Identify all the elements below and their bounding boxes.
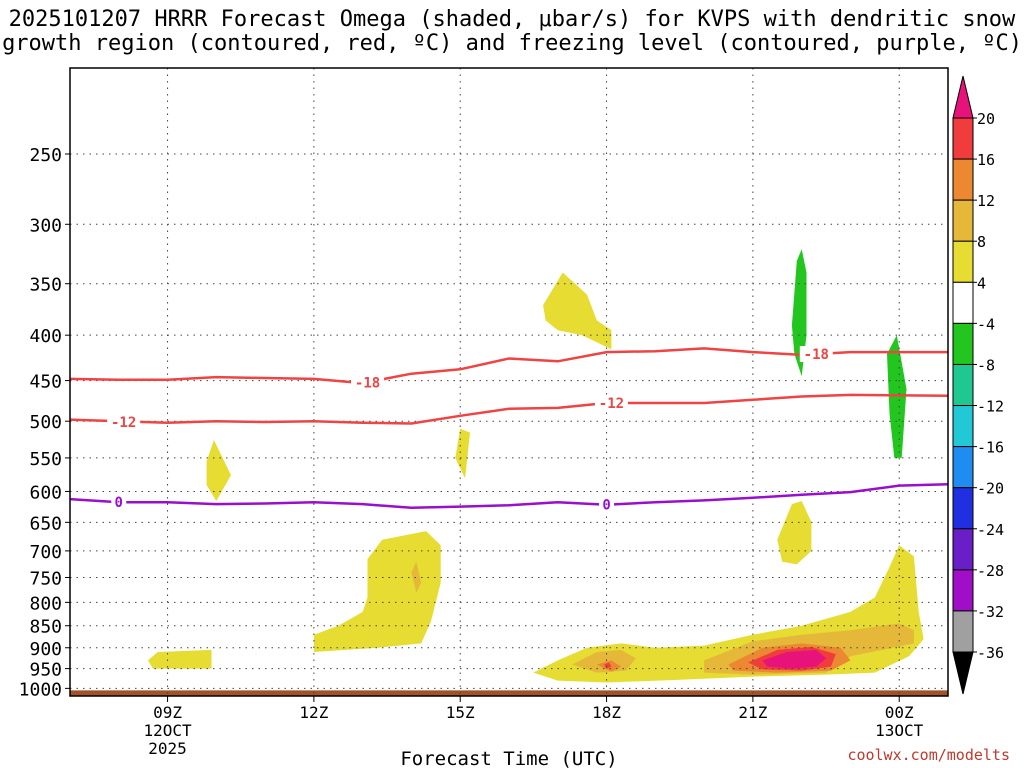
omega-region-ascent-yellow-b (206, 440, 231, 501)
colorbar-label: -24 (977, 521, 1004, 539)
contour-label-bg (599, 496, 615, 513)
omega-region-ascent-yellow-d (455, 428, 470, 479)
ground-bar (70, 690, 948, 696)
x-tick-label: 13OCT (875, 721, 924, 740)
colorbar-label: -20 (977, 480, 1004, 498)
contour-line-dendritic (70, 347, 948, 385)
colorbar-label: 12 (977, 192, 995, 210)
colorbar-label: -8 (977, 356, 995, 374)
omega-region-ascent-tiny-core (604, 662, 612, 669)
contour-label-bg (594, 395, 628, 412)
x-tick-label: 2025 (148, 739, 187, 758)
colorbar-swatch (952, 610, 974, 653)
y-tick-label: 550 (29, 449, 62, 470)
omega-region-updraft-upper-left-core (791, 249, 807, 377)
contour-label: -12 (599, 396, 624, 412)
omega-region-updraft-upper-left (752, 189, 831, 440)
contour-label-bg (107, 413, 141, 430)
y-tick-label: 750 (29, 568, 62, 589)
y-tick-label: 650 (29, 513, 62, 534)
y-tick-label: 450 (29, 372, 62, 393)
contour-line-freezing (70, 483, 948, 510)
y-tick-label: 250 (29, 145, 62, 166)
colorbar-swatch (952, 487, 974, 530)
omega-region-ascent-yellow-a (148, 649, 212, 669)
credit-text: coolwx.com/modelts (847, 746, 1010, 764)
contour-label-bg (111, 494, 127, 511)
x-tick-label: 21Z (738, 703, 767, 722)
y-tick-label: 400 (29, 326, 62, 347)
colorbar-label: 20 (977, 110, 995, 128)
y-tick-label: 900 (29, 639, 62, 660)
contours: -18 -18 -12 -12 0 0 (70, 345, 948, 514)
y-tick-label: 800 (29, 593, 62, 614)
colorbar-swatch (952, 199, 974, 242)
colorbar-arrow-top (952, 75, 974, 119)
omega-region-ascent-yellow-f (777, 501, 812, 565)
y-tick-label: 500 (29, 412, 62, 433)
omega-region-updraft-lower (448, 592, 475, 661)
colorbar-swatch (952, 528, 974, 571)
contour-label: -18 (355, 375, 380, 391)
y-tick-label: 600 (29, 482, 62, 503)
y-tick-label: 950 (29, 660, 62, 681)
y-tick-label: 300 (29, 215, 62, 236)
x-tick-label: 09Z (153, 703, 182, 722)
contour-line-dendritic (70, 393, 948, 425)
x-tick-label: 15Z (446, 703, 475, 722)
colorbar-label: 4 (977, 274, 986, 292)
colorbar-label: -4 (977, 315, 995, 333)
y-tick-label: 350 (29, 275, 62, 296)
chart-title: 2025101207 HRRR Forecast Omega (shaded, … (0, 8, 1024, 56)
colorbar-label: -28 (977, 562, 1004, 580)
omega-region-ascent-yellow-c (313, 531, 441, 652)
plot-frame (69, 67, 949, 697)
x-tick-label: 12Z (299, 703, 328, 722)
colorbar-swatch (952, 363, 974, 407)
colorbar-label: 8 (977, 233, 986, 251)
ground-layer (70, 690, 948, 696)
colorbar-label: -36 (977, 644, 1004, 662)
x-tick-label: 12OCT (143, 721, 192, 740)
omega-shading (148, 189, 924, 683)
colorbar-swatch (952, 446, 974, 489)
omega-region-ascent-yellow-e (543, 272, 612, 350)
omega-region-updraft-upper-left-sliver (452, 208, 468, 247)
contour-label-bg (799, 345, 833, 362)
y-axis: 2503003504004505005506006507007508008509… (19, 145, 70, 700)
colorbar-swatch (952, 322, 974, 365)
colorbar-swatch (952, 569, 974, 612)
colorbar-label: -32 (977, 603, 1004, 621)
colorbar-label: -16 (977, 439, 1004, 457)
colorbar-arrow-bottom (952, 651, 974, 695)
colorbar: 20 16 12 8 4 -4 -8 -12 -16 -20 -24 -28 -32 -36 (952, 75, 1004, 695)
y-tick-label: 700 (29, 542, 62, 563)
y-tick-label: 850 (29, 617, 62, 638)
contour-label-bg (351, 374, 385, 391)
x-axis-label: Forecast Time (UTC) (400, 748, 617, 768)
title-line-1: 2025101207 HRRR Forecast Omega (shaded, … (8, 7, 1016, 32)
omega-region-updraft-upper-right-core (887, 335, 907, 458)
colorbar-label: -12 (977, 398, 1004, 416)
omega-region-ascent-lower-magenta (762, 649, 827, 669)
colorbar-swatch (952, 281, 974, 324)
x-tick-label: 00Z (885, 703, 914, 722)
colorbar-swatch (952, 158, 974, 201)
contour-label: -12 (111, 415, 136, 431)
contour-label: 0 (115, 495, 123, 511)
colorbar-label: 16 (977, 151, 995, 169)
title-line-2: growth region (contoured, red, ºC) and f… (2, 31, 1022, 56)
contour-label: -18 (804, 347, 829, 363)
colorbar-swatch (952, 117, 974, 160)
colorbar-swatch (952, 240, 974, 283)
omega-region-ascent-yellow-c-core (411, 561, 422, 593)
colorbar-swatch (952, 405, 974, 448)
contour-label: 0 (602, 498, 610, 514)
x-tick-label: 18Z (592, 703, 621, 722)
grid (70, 68, 948, 696)
y-tick-label: 1000 (19, 679, 62, 700)
